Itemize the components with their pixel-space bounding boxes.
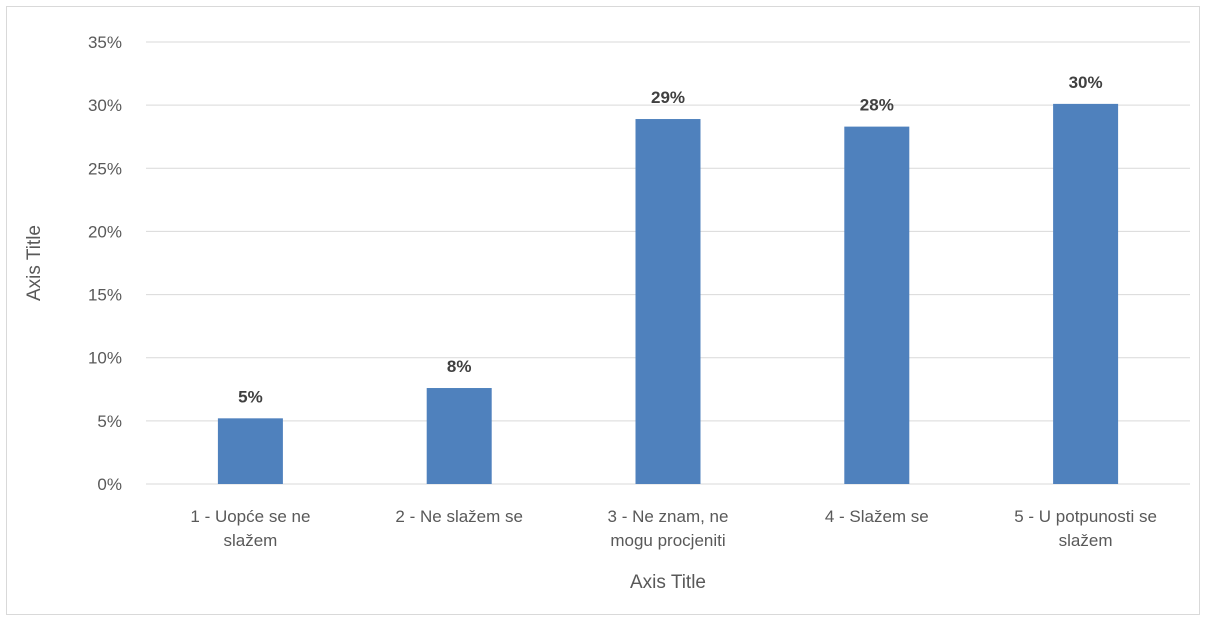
bar: [217, 418, 283, 484]
bar: [1053, 103, 1119, 484]
y-tick-label: 35%: [88, 33, 122, 52]
y-tick-label: 15%: [88, 286, 122, 305]
x-axis-categories: 1 - Uopće se ne slažem 2 - Ne slažem se 3 -…: [190, 507, 1157, 550]
bar: [635, 119, 701, 484]
y-tick-label: 30%: [88, 96, 122, 115]
x-category-label: 3 - Ne znam, ne mogu procjeniti: [608, 507, 729, 550]
x-category-label: 5 - U potpunosti se slažem: [1014, 507, 1157, 550]
y-axis-title: Axis Title: [24, 225, 45, 301]
bars: [217, 103, 1119, 485]
bar: [426, 388, 492, 484]
y-tick-label: 5%: [97, 412, 122, 431]
data-label: 8%: [447, 357, 472, 376]
y-axis-ticks: 0% 5% 10% 15% 20% 25% 30% 35%: [88, 33, 122, 494]
y-tick-label: 20%: [88, 222, 122, 241]
y-tick-label: 0%: [97, 475, 122, 494]
x-category-label: 4 - Slažem se: [825, 507, 929, 526]
y-tick-label: 10%: [88, 349, 122, 368]
x-axis-title: Axis Title: [630, 572, 706, 593]
data-label: 28%: [860, 96, 894, 115]
data-label: 5%: [238, 387, 263, 406]
x-category-label: 2 - Ne slažem se: [395, 507, 523, 526]
chart-frame: [6, 6, 1200, 615]
bar: [844, 126, 910, 485]
data-label: 29%: [651, 88, 685, 107]
y-tick-label: 25%: [88, 159, 122, 178]
x-category-label: 1 - Uopće se ne slažem: [190, 507, 310, 550]
data-label: 30%: [1069, 73, 1103, 92]
data-labels: 5% 8% 29% 28% 30%: [238, 73, 1103, 406]
